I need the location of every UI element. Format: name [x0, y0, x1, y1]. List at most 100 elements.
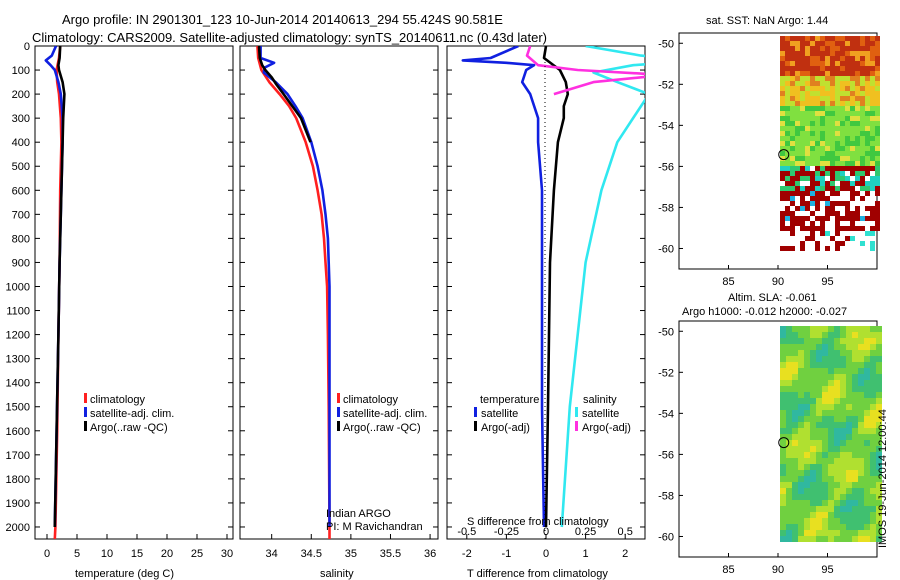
figure-title-line1: Argo profile: IN 2901301_123 10-Jun-2014…: [62, 12, 503, 27]
sst-cell: [820, 146, 825, 151]
sst-cell: [810, 91, 815, 96]
sla-cell: [804, 350, 810, 356]
series-line-temperature-argo-adj-: [542, 46, 570, 528]
sst-cell: [805, 156, 810, 161]
sla-cell: [876, 440, 882, 446]
sst-cell: [850, 36, 855, 41]
sla-cell: [810, 536, 816, 542]
sst-cell: [810, 106, 815, 111]
sla-cell: [840, 404, 846, 410]
sla-cell: [816, 518, 822, 524]
sla-cell: [858, 380, 864, 386]
sst-cell: [850, 76, 855, 81]
sst-cell: [875, 136, 880, 141]
sla-cell: [798, 458, 804, 464]
sst-cell: [840, 86, 845, 91]
sla-cell: [780, 536, 786, 542]
sst-cell: [795, 66, 800, 71]
x-tick-label: 34.5: [301, 548, 322, 560]
sst-cell: [875, 226, 880, 231]
sla-cell: [810, 362, 816, 368]
sst-cell: [810, 76, 815, 81]
sst-cell: [835, 176, 840, 181]
sla-cell: [846, 494, 852, 500]
sla-cell: [780, 404, 786, 410]
sla-cell: [834, 350, 840, 356]
sla-cell: [828, 452, 834, 458]
sst-cell: [805, 126, 810, 131]
sla-cell: [780, 422, 786, 428]
sst-cell: [855, 76, 860, 81]
sst-cell: [870, 101, 875, 106]
sla-cell: [822, 428, 828, 434]
sla-cell: [858, 326, 864, 332]
depth-tick-label: 1600: [6, 426, 30, 438]
sla-cell: [804, 446, 810, 452]
sla-cell: [810, 398, 816, 404]
sst-cell: [800, 156, 805, 161]
sla-cell: [870, 356, 876, 362]
sst-cell: [815, 76, 820, 81]
sst-cell: [790, 196, 795, 201]
sst-cell: [875, 66, 880, 71]
sla-cell: [822, 482, 828, 488]
map-y-tick-label: -50: [658, 38, 674, 50]
sst-cell: [850, 161, 855, 166]
sla-cell: [852, 428, 858, 434]
sst-cell: [810, 41, 815, 46]
sla-cell: [852, 500, 858, 506]
sla-cell: [852, 440, 858, 446]
sst-cell: [780, 76, 785, 81]
sst-cell: [805, 201, 810, 206]
sla-cell: [870, 386, 876, 392]
sst-cell: [780, 211, 785, 216]
sst-cell: [795, 216, 800, 221]
sst-cell: [845, 216, 850, 221]
temperature-axes: [34, 45, 234, 540]
legend-swatch-s-argo: [575, 421, 578, 431]
sla-cell: [828, 428, 834, 434]
sla-cell: [858, 368, 864, 374]
sla-cell: [834, 374, 840, 380]
sst-cell: [805, 86, 810, 91]
sla-cell: [870, 530, 876, 536]
sla-cell: [786, 410, 792, 416]
sst-cell: [830, 151, 835, 156]
sla-cell: [864, 476, 870, 482]
sla-cell: [786, 536, 792, 542]
sla-cell: [852, 488, 858, 494]
sla-cell: [852, 344, 858, 350]
sla-cell: [840, 500, 846, 506]
sst-cell: [855, 36, 860, 41]
sst-cell: [860, 141, 865, 146]
sst-cell: [790, 136, 795, 141]
sla-cell: [792, 332, 798, 338]
sst-cell: [810, 151, 815, 156]
sst-cell: [805, 186, 810, 191]
sst-cell: [830, 51, 835, 56]
sla-cell: [840, 452, 846, 458]
sla-cell: [864, 374, 870, 380]
sla-cell: [822, 332, 828, 338]
sst-cell: [790, 91, 795, 96]
sla-cell: [798, 464, 804, 470]
sst-cell: [815, 71, 820, 76]
sst-cell: [820, 121, 825, 126]
sla-cell: [780, 506, 786, 512]
x-tick-label-top: -0.5: [457, 526, 476, 538]
sst-cell: [780, 216, 785, 221]
map-x-tick-label: 90: [772, 276, 784, 288]
sla-cell: [804, 482, 810, 488]
sst-cell: [840, 91, 845, 96]
sla-cell: [834, 488, 840, 494]
depth-tick-label: 1100: [6, 306, 30, 318]
sst-cell: [835, 136, 840, 141]
sla-cell: [876, 392, 882, 398]
sla-cell: [786, 506, 792, 512]
sst-cell: [780, 86, 785, 91]
sst-cell: [780, 61, 785, 66]
sla-cell: [816, 344, 822, 350]
map-x-tick-label: 85: [722, 276, 734, 288]
sla-cell: [846, 344, 852, 350]
sst-cell: [860, 86, 865, 91]
